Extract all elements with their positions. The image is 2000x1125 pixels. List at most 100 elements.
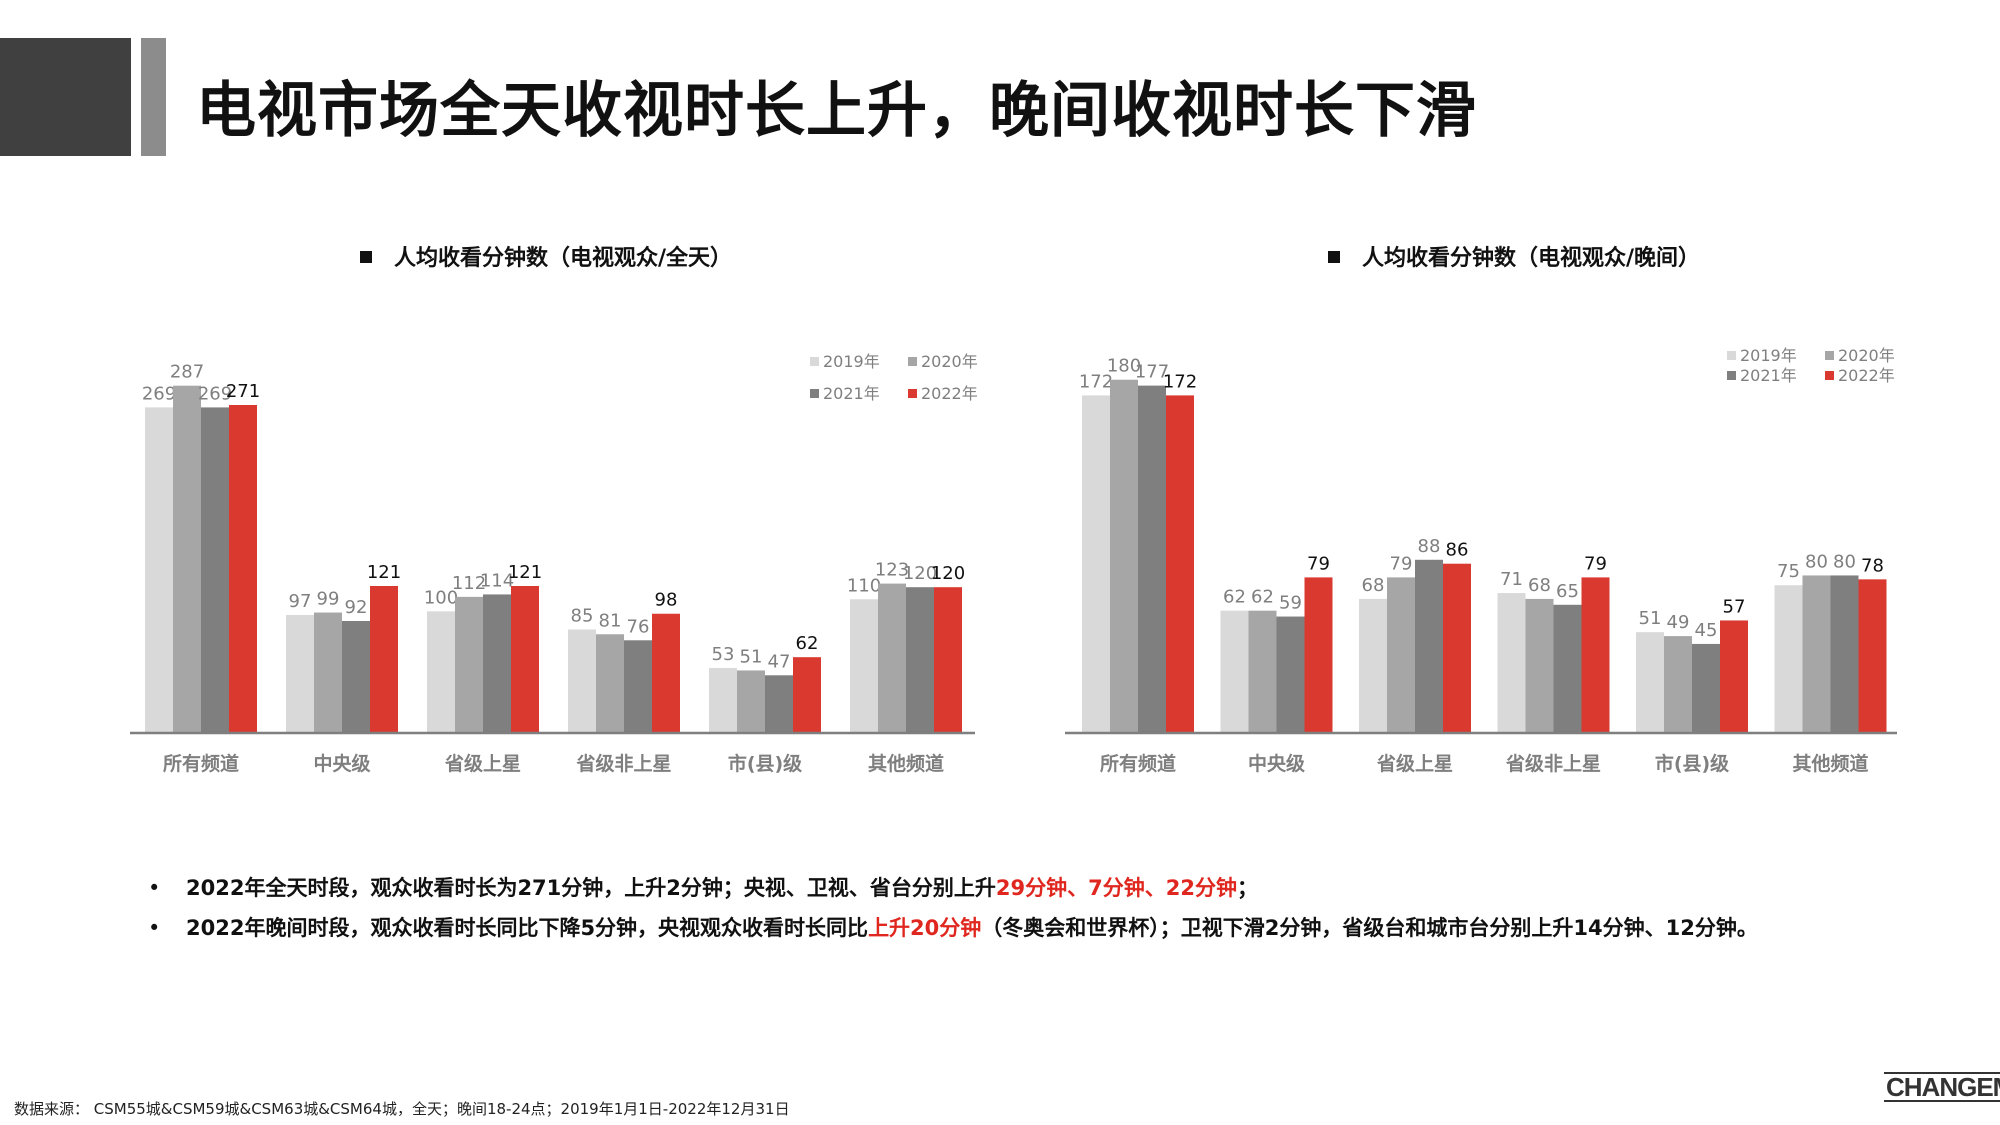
bullet-text: 2022年晚间时段，观众收看时长同比下降5分钟，央视观众收看时长同比 <box>186 916 869 940</box>
legend-item-2022: 2022年 <box>1825 362 1895 386</box>
legend-item-2019: 2019年 <box>810 348 880 372</box>
bar <box>1636 632 1664 732</box>
legend-label: 2022年 <box>921 384 978 403</box>
bar <box>427 611 455 732</box>
bar <box>1581 577 1610 732</box>
bar <box>1110 379 1138 732</box>
data-label: 78 <box>1861 555 1884 576</box>
bar <box>1387 577 1415 732</box>
data-label: 71 <box>1500 569 1523 590</box>
bar <box>1276 616 1305 732</box>
bullet-text: ； <box>1236 876 1258 900</box>
category-label: 其他频道 <box>1792 752 1868 775</box>
data-label: 68 <box>1362 575 1385 596</box>
data-label: 121 <box>367 562 401 583</box>
data-label: 100 <box>424 587 458 608</box>
chart-evening: 人均收看分钟数（电视观众/晚间） 2019年 2020年 2021年 2022年… <box>1000 220 2000 800</box>
bar <box>765 675 793 732</box>
bar <box>1304 577 1333 732</box>
legend-item-2021: 2021年 <box>1727 362 1797 386</box>
bar <box>286 614 314 732</box>
bar <box>1359 598 1387 732</box>
bar <box>1858 579 1887 732</box>
data-label: 180 <box>1107 356 1141 377</box>
category-label: 省级非上星 <box>575 752 671 775</box>
legend-item-2020: 2020年 <box>1825 342 1895 366</box>
legend-label: 2022年 <box>1838 366 1895 385</box>
bar <box>1802 575 1831 732</box>
legend-label: 2020年 <box>921 352 978 371</box>
bar <box>906 587 934 732</box>
data-label: 287 <box>170 362 204 383</box>
data-label: 120 <box>931 563 965 584</box>
data-label: 51 <box>740 646 763 667</box>
category-label: 市(县)级 <box>728 752 802 775</box>
category-label: 所有频道 <box>1100 752 1176 775</box>
data-label: 85 <box>571 605 594 626</box>
bar <box>793 657 821 732</box>
bar <box>201 407 229 732</box>
legend-swatch-2022 <box>1825 371 1834 380</box>
legend-swatch-2021 <box>810 389 819 398</box>
legend-swatch-2021 <box>1727 371 1736 380</box>
data-label: 79 <box>1307 553 1330 574</box>
data-label: 79 <box>1584 553 1607 574</box>
category-label: 中央级 <box>313 752 370 775</box>
category-label: 省级上星 <box>1376 752 1453 775</box>
title-accent-block-dark <box>0 38 131 156</box>
bar <box>1138 385 1166 732</box>
title-accent-block-light <box>141 38 166 156</box>
data-label: 123 <box>875 560 909 581</box>
data-label: 79 <box>1390 553 1413 574</box>
data-label: 98 <box>655 590 678 611</box>
category-label: 所有频道 <box>163 752 239 775</box>
data-label: 114 <box>480 570 514 591</box>
legend-item-2022: 2022年 <box>908 380 978 404</box>
legend-label: 2019年 <box>823 352 880 371</box>
bullet-text: 2022年全天时段，观众收看时长为271分钟，上升2分钟；央视、卫视、省台分别上… <box>186 876 996 900</box>
category-label: 其他频道 <box>868 752 944 775</box>
bar <box>314 612 342 732</box>
chart-title: 人均收看分钟数（电视观众/晚间） <box>1328 240 1700 272</box>
bar <box>1415 559 1443 732</box>
data-label: 269 <box>198 383 232 404</box>
bar <box>624 640 652 732</box>
bar <box>1553 604 1582 732</box>
data-label: 112 <box>452 573 486 594</box>
summary-bullet: • 2022年晚间时段，观众收看时长同比下降5分钟，央视观众收看时长同比上升20分… <box>148 908 1968 948</box>
data-label: 53 <box>712 644 735 665</box>
bar <box>596 634 624 732</box>
chart-title: 人均收看分钟数（电视观众/全天） <box>360 240 732 272</box>
bar <box>483 594 511 732</box>
data-label: 76 <box>627 616 650 637</box>
chart-title-marker <box>360 251 372 263</box>
legend-label: 2020年 <box>1838 346 1895 365</box>
bar <box>1692 643 1720 732</box>
legend-item-2021: 2021年 <box>810 380 880 404</box>
bar <box>1774 585 1803 732</box>
bar <box>1220 610 1249 732</box>
data-label: 172 <box>1163 371 1197 392</box>
bar <box>455 596 483 732</box>
data-label: 45 <box>1695 620 1718 641</box>
data-label: 62 <box>1223 587 1246 608</box>
data-label: 172 <box>1079 371 1113 392</box>
data-source-note: 数据来源： CSM55城&CSM59城&CSM63城&CSM64城，全天；晚间1… <box>14 1100 790 1118</box>
data-label: 120 <box>903 563 937 584</box>
data-label: 65 <box>1556 581 1579 602</box>
legend-label: 2021年 <box>1740 366 1797 385</box>
category-label: 省级非上星 <box>1505 752 1601 775</box>
bar <box>1830 575 1859 732</box>
bar <box>145 407 173 732</box>
bullet-highlight-text: 上升20分钟 <box>868 916 982 940</box>
data-label: 92 <box>345 597 368 618</box>
bar <box>342 620 370 732</box>
bar <box>878 583 906 732</box>
bullet-marker: • <box>148 916 161 940</box>
chart-full-day: 人均收看分钟数（电视观众/全天） 2019年 2020年 2021年 2022年… <box>0 220 1000 800</box>
bar <box>1720 620 1748 732</box>
bar <box>1082 395 1110 732</box>
legend-swatch-2020 <box>1825 351 1834 360</box>
